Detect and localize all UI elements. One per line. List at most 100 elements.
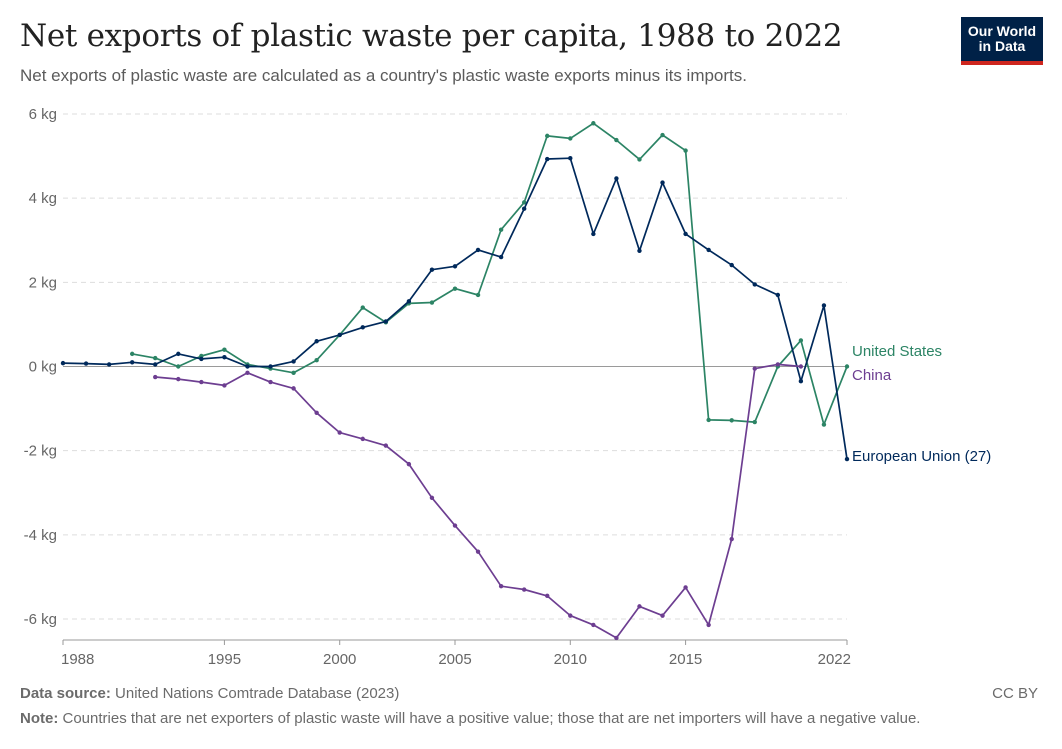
data-point-european-union-27[interactable]: [475, 247, 481, 253]
data-point-united-states[interactable]: [452, 286, 458, 291]
data-point-european-union-27[interactable]: [821, 303, 827, 308]
data-point-united-states[interactable]: [660, 132, 665, 138]
data-point-united-states[interactable]: [637, 157, 642, 162]
data-point-european-union-27[interactable]: [545, 156, 550, 162]
data-point-china[interactable]: [176, 376, 181, 382]
data-point-united-states[interactable]: [314, 357, 319, 363]
data-point-european-union-27[interactable]: [106, 362, 112, 367]
data-point-united-states[interactable]: [821, 422, 827, 427]
data-point-european-union-27[interactable]: [521, 206, 527, 211]
data-point-china[interactable]: [521, 587, 527, 592]
data-point-united-states[interactable]: [844, 364, 850, 369]
data-point-china[interactable]: [706, 622, 711, 628]
data-point-european-union-27[interactable]: [498, 254, 504, 260]
data-point-china[interactable]: [245, 370, 250, 376]
data-point-european-union-27[interactable]: [83, 361, 89, 366]
data-point-united-states[interactable]: [752, 419, 757, 425]
data-point-china[interactable]: [268, 379, 273, 385]
data-point-china[interactable]: [775, 362, 781, 367]
data-point-china[interactable]: [314, 410, 319, 415]
data-point-european-union-27[interactable]: [360, 325, 365, 330]
series-line-european-union-27[interactable]: [62, 157, 848, 460]
data-point-china[interactable]: [591, 622, 596, 628]
data-point-china[interactable]: [360, 436, 365, 442]
data-point-united-states[interactable]: [683, 148, 688, 153]
series-label-china[interactable]: China: [852, 367, 892, 384]
data-point-european-union-27[interactable]: [729, 262, 734, 268]
data-point-china[interactable]: [798, 364, 804, 369]
series-label-united-states[interactable]: United States: [852, 343, 942, 360]
data-point-european-union-27[interactable]: [129, 360, 135, 365]
data-point-european-union-27[interactable]: [222, 355, 227, 360]
data-point-china[interactable]: [199, 379, 204, 385]
data-point-united-states[interactable]: [614, 137, 619, 143]
data-point-european-union-27[interactable]: [153, 362, 158, 367]
data-point-united-states[interactable]: [706, 417, 711, 423]
data-point-european-union-27[interactable]: [406, 299, 412, 304]
data-point-european-union-27[interactable]: [452, 264, 458, 269]
data-point-united-states[interactable]: [176, 364, 181, 369]
series-label-european-union-27[interactable]: European Union (27): [852, 448, 991, 465]
data-point-european-union-27[interactable]: [775, 292, 781, 298]
data-point-european-union-27[interactable]: [245, 364, 250, 369]
data-point-european-union-27[interactable]: [291, 359, 296, 364]
data-point-united-states[interactable]: [521, 200, 527, 205]
data-point-european-union-27[interactable]: [660, 180, 665, 185]
data-point-european-union-27[interactable]: [752, 282, 757, 287]
y-axis-ticks: 6 kg 4 kg 2 kg 0 kg -2 kg -4 kg -6 kg: [24, 106, 57, 628]
data-point-china[interactable]: [406, 461, 412, 467]
data-point-european-union-27[interactable]: [637, 248, 642, 253]
data-point-european-union-27[interactable]: [429, 267, 435, 272]
owid-logo[interactable]: Our World in Data: [961, 17, 1043, 65]
data-point-china[interactable]: [498, 583, 504, 589]
data-point-china[interactable]: [337, 430, 342, 435]
data-point-china[interactable]: [291, 386, 296, 391]
data-point-china[interactable]: [545, 593, 550, 599]
data-point-united-states[interactable]: [429, 300, 435, 305]
data-point-european-union-27[interactable]: [337, 332, 342, 338]
data-point-china[interactable]: [383, 443, 389, 448]
license[interactable]: CC BY: [992, 685, 1038, 702]
data-point-china[interactable]: [568, 613, 573, 618]
data-point-china[interactable]: [660, 613, 665, 618]
data-point-china[interactable]: [683, 585, 688, 590]
series-line-united-states[interactable]: [132, 122, 848, 426]
data-point-united-states[interactable]: [545, 133, 550, 139]
data-point-european-union-27[interactable]: [706, 247, 711, 253]
data-point-european-union-27[interactable]: [683, 231, 688, 237]
data-point-china[interactable]: [752, 366, 757, 371]
data-point-united-states[interactable]: [591, 121, 596, 126]
data-point-china[interactable]: [452, 523, 458, 528]
data-source-text[interactable]: United Nations Comtrade Database (2023): [115, 685, 400, 702]
series-line-china[interactable]: [155, 363, 801, 639]
data-point-european-union-27[interactable]: [268, 364, 273, 369]
data-point-european-union-27[interactable]: [314, 339, 319, 344]
data-point-china[interactable]: [153, 374, 158, 380]
data-point-china[interactable]: [614, 635, 619, 641]
data-point-united-states[interactable]: [568, 136, 573, 141]
data-point-united-states[interactable]: [153, 355, 158, 361]
data-point-china[interactable]: [637, 604, 642, 609]
data-point-european-union-27[interactable]: [568, 155, 573, 161]
data-point-european-union-27[interactable]: [614, 176, 619, 181]
data-point-european-union-27[interactable]: [591, 231, 596, 237]
data-point-china[interactable]: [475, 549, 481, 554]
data-point-united-states[interactable]: [475, 292, 481, 298]
data-point-european-union-27[interactable]: [199, 356, 204, 362]
data-point-china[interactable]: [729, 536, 734, 542]
y-tick-label: -4 kg: [24, 527, 57, 544]
data-point-european-union-27[interactable]: [383, 319, 389, 324]
data-point-european-union-27[interactable]: [844, 456, 850, 462]
data-point-european-union-27[interactable]: [798, 379, 804, 384]
data-point-united-states[interactable]: [798, 338, 804, 343]
data-point-united-states[interactable]: [729, 418, 734, 423]
data-point-united-states[interactable]: [222, 347, 227, 352]
data-point-united-states[interactable]: [291, 370, 296, 376]
data-point-united-states[interactable]: [498, 227, 504, 232]
data-point-european-union-27[interactable]: [60, 360, 66, 366]
data-point-china[interactable]: [429, 495, 435, 500]
data-point-united-states[interactable]: [360, 305, 365, 310]
data-point-united-states[interactable]: [129, 351, 135, 357]
data-point-china[interactable]: [222, 383, 227, 388]
data-point-european-union-27[interactable]: [176, 351, 181, 357]
